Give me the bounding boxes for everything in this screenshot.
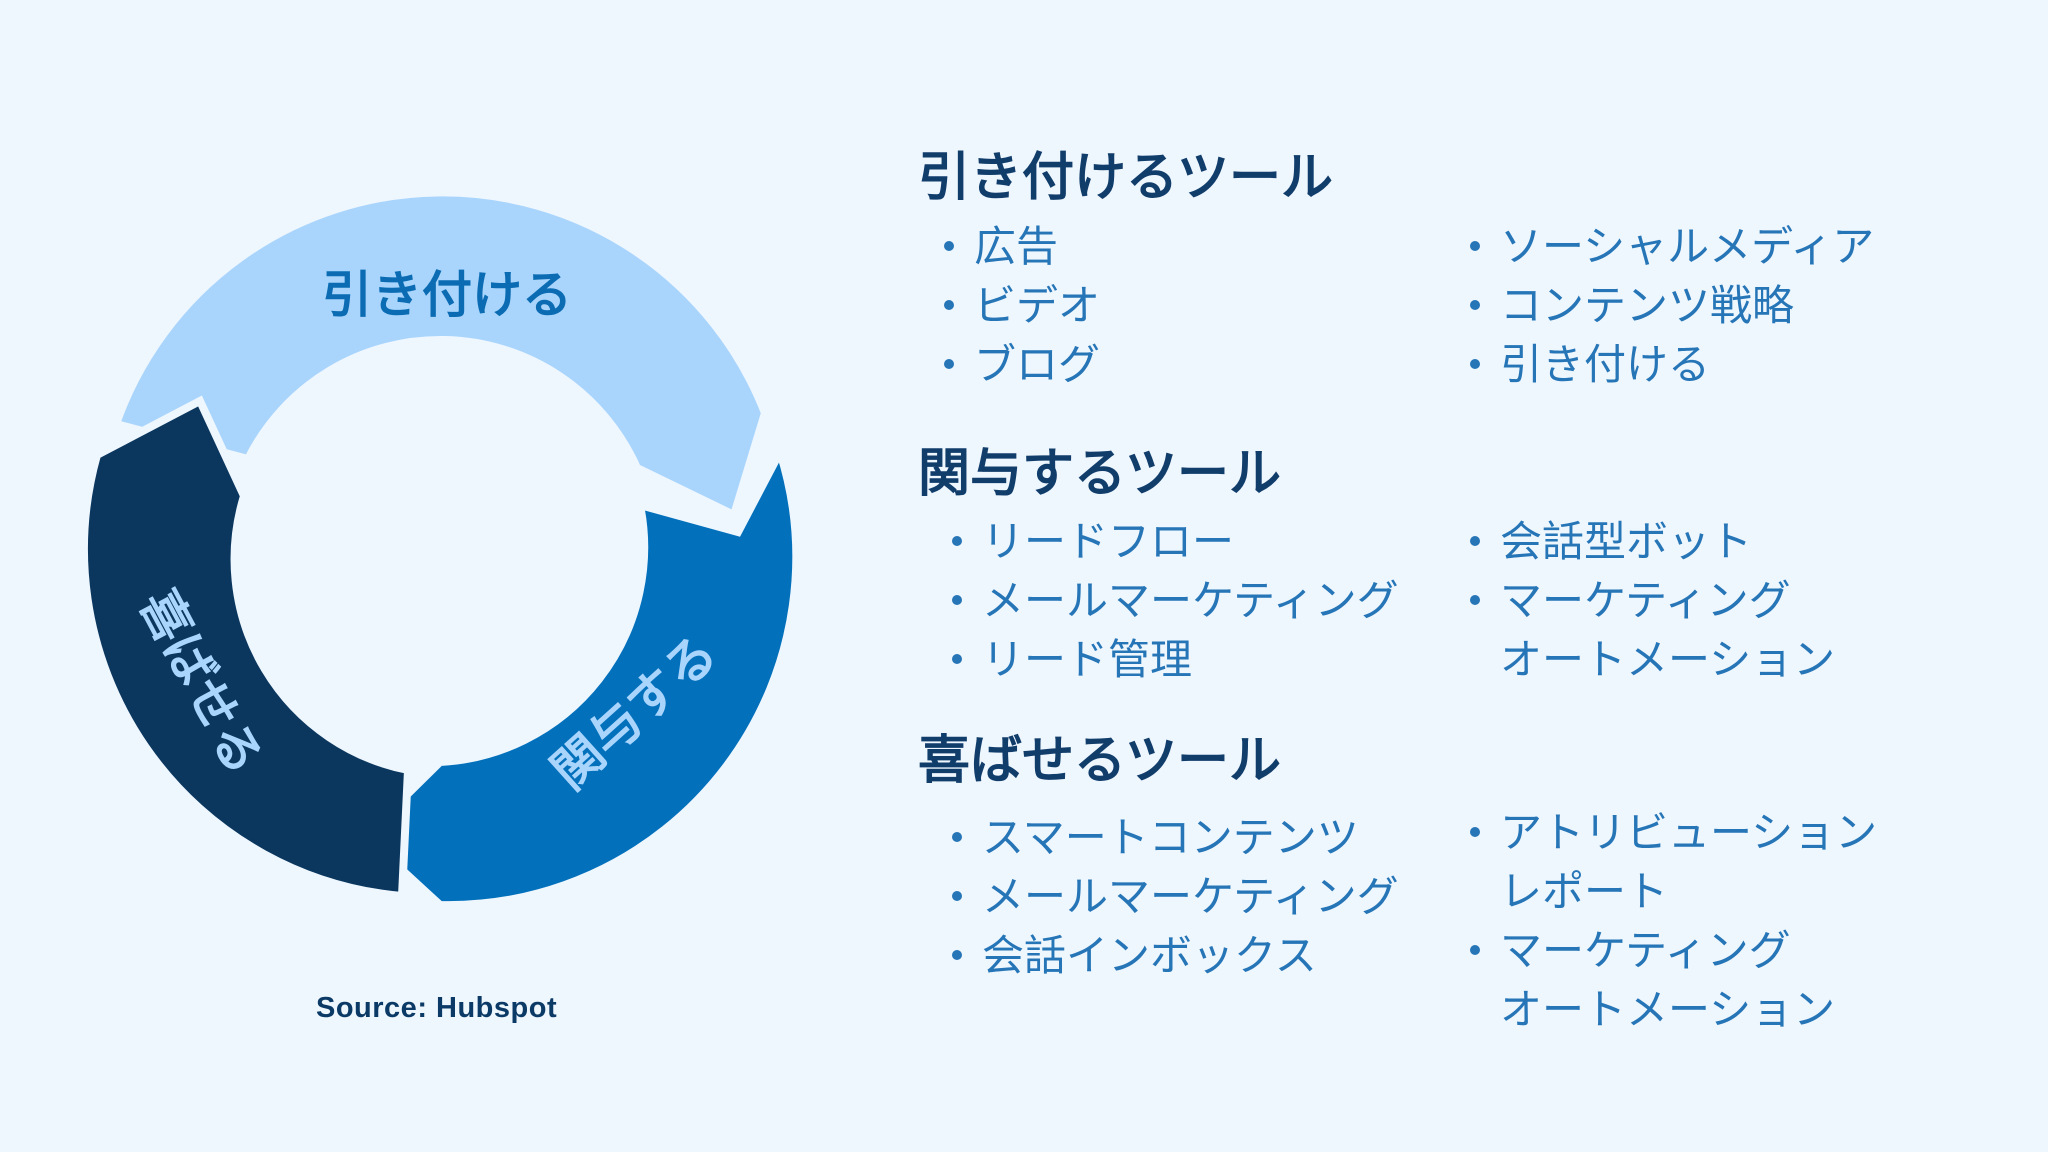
bullet-dot: [1470, 595, 1480, 605]
bullet-dot: [944, 300, 954, 310]
attract-label: 引き付ける: [322, 266, 572, 324]
item-text: ソーシャルメディア: [1500, 222, 1875, 271]
attract-tools-list-right: ソーシャルメディア コンテンツ戦略 引き付ける: [1468, 217, 1874, 394]
item-text: オートメーション: [1500, 985, 1836, 1034]
item-text: 会話インボックス: [982, 931, 1317, 980]
bullet-dot: [1470, 536, 1480, 546]
bullet-dot: [952, 832, 962, 842]
list-item: マーケティング: [1468, 921, 1877, 980]
bullet-dot: [1470, 359, 1480, 369]
item-text: コンテンツ戦略: [1500, 281, 1795, 330]
list-item: 会話インボックス: [950, 926, 1399, 985]
list-item-continued: レポート: [1468, 862, 1877, 921]
bullet-dot: [952, 595, 962, 605]
attract-tools-heading: 引き付けるツール: [918, 148, 1333, 208]
item-text: アトリビューション: [1500, 808, 1878, 857]
list-item: アトリビューション: [1468, 803, 1877, 862]
list-item: ブログ: [942, 335, 1100, 394]
item-text: スマートコンテンツ: [982, 813, 1359, 862]
bullet-dot: [944, 241, 954, 251]
item-text: 広告: [974, 222, 1059, 271]
item-text: 引き付ける: [1500, 340, 1711, 389]
bullet-dot: [1470, 300, 1480, 310]
item-text: ビデオ: [974, 281, 1101, 330]
list-item-continued: オートメーション: [1468, 980, 1877, 1039]
item-text: マーケティング: [1500, 576, 1791, 625]
bullet-dot: [944, 359, 954, 369]
item-text: メールマーケティング: [982, 872, 1399, 921]
bullet-dot: [952, 950, 962, 960]
bullet-dot: [952, 891, 962, 901]
item-text: オートメーション: [1500, 635, 1836, 684]
list-item: ビデオ: [942, 276, 1100, 335]
engage-segment: [359, 441, 801, 910]
list-item: 引き付ける: [1468, 335, 1874, 394]
item-text: リード管理: [982, 635, 1193, 684]
list-item: 会話型ボット: [1468, 512, 1835, 571]
list-item: リードフロー: [950, 512, 1399, 571]
list-item: ソーシャルメディア: [1468, 217, 1874, 276]
engage-tools-list-right: 会話型ボット マーケティング オートメーション: [1468, 512, 1835, 689]
list-item: スマートコンテンツ: [950, 808, 1399, 867]
engage-tools-list-left: リードフロー メールマーケティング リード管理: [950, 512, 1399, 689]
delight-tools-list-right: アトリビューション レポート マーケティング オートメーション: [1468, 803, 1877, 1039]
item-text: メールマーケティング: [982, 576, 1399, 625]
item-text: マーケティング: [1500, 926, 1791, 975]
item-text: リードフロー: [982, 517, 1235, 566]
bullet-dot: [1470, 827, 1480, 837]
list-item: 広告: [942, 217, 1100, 276]
delight-tools-list-left: スマートコンテンツ メールマーケティング 会話インボックス: [950, 808, 1399, 985]
bullet-dot: [952, 536, 962, 546]
delight-tools-heading: 喜ばせるツール: [918, 731, 1281, 791]
item-text: レポート: [1500, 867, 1669, 916]
attract-tools-list-left: 広告 ビデオ ブログ: [942, 217, 1100, 394]
list-item: メールマーケティング: [950, 571, 1399, 630]
item-text: ブログ: [974, 340, 1101, 389]
source-caption: Source: Hubspot: [316, 992, 558, 1024]
attract-segment: [110, 188, 770, 521]
bullet-dot: [1470, 945, 1480, 955]
delight-segment: [80, 395, 413, 901]
bullet-dot: [1470, 241, 1480, 251]
list-item: コンテンツ戦略: [1468, 276, 1874, 335]
inbound-cycle-diagram: 引き付ける 関与する 喜ばせる: [80, 188, 801, 910]
list-item: メールマーケティング: [950, 867, 1399, 926]
list-item: マーケティング: [1468, 571, 1835, 630]
list-item-continued: オートメーション: [1468, 630, 1835, 689]
list-item: リード管理: [950, 630, 1399, 689]
bullet-dot: [952, 654, 962, 664]
engage-tools-heading: 関与するツール: [918, 444, 1281, 504]
item-text: 会話型ボット: [1500, 517, 1753, 566]
